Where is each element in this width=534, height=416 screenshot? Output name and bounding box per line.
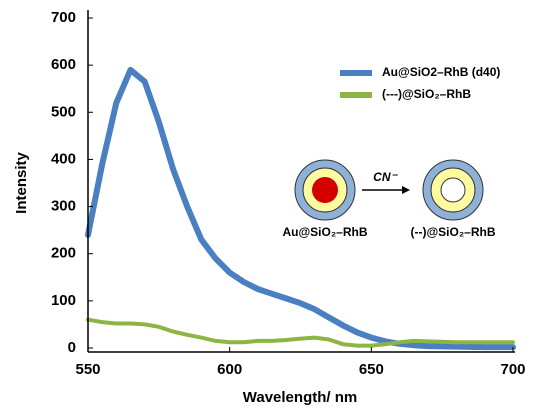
hollow-core — [440, 177, 466, 203]
y-axis-label: Intensity — [13, 152, 30, 214]
y-tick-label: 0 — [68, 339, 76, 356]
x-tick-label: 600 — [217, 361, 242, 378]
inset-label: Au@SiO₂–RhB — [282, 225, 367, 239]
x-tick-label: 550 — [75, 361, 100, 378]
arrow-label: CN⁻ — [373, 170, 398, 184]
x-tick-label: 650 — [359, 361, 384, 378]
arrow-head — [402, 186, 410, 194]
x-tick-label: 700 — [500, 361, 525, 378]
y-tick-label: 100 — [51, 292, 76, 309]
y-tick-label: 700 — [51, 9, 76, 26]
inset: CN⁻ Au@SiO₂–RhB (--)@SiO₂–RhB — [282, 159, 496, 239]
y-tick-label: 300 — [51, 198, 76, 215]
inset-label: (--)@SiO₂–RhB — [410, 225, 495, 239]
line-series — [86, 317, 515, 348]
line-series — [85, 66, 516, 351]
legend-label: Au@SiO2–RhB (d40) — [382, 65, 500, 79]
y-tick-label: 200 — [51, 245, 76, 262]
gold-core — [312, 177, 338, 203]
y-tick-label: 500 — [51, 103, 76, 120]
legend-label: (---)@SiO₂–RhB — [382, 87, 471, 101]
y-tick-label: 600 — [51, 56, 76, 73]
y-tick-label: 400 — [51, 150, 76, 167]
x-axis-label: Wavelength/ nm — [243, 389, 357, 406]
